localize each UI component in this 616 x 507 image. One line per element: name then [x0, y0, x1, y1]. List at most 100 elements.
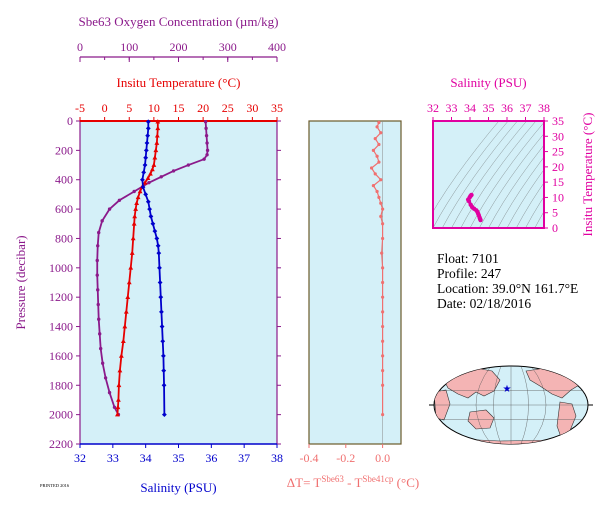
- salinity-profile-point: [156, 250, 162, 256]
- pressure-tick-label: 2000: [49, 408, 73, 422]
- temperature-profile-point: [126, 279, 132, 285]
- oxygen-profile-point: [98, 332, 102, 336]
- dt-point: [377, 142, 381, 147]
- ts-x-axis-title: Salinity (PSU): [450, 75, 526, 90]
- oxygen-profile-point: [203, 120, 208, 124]
- density-isoline: [525, 196, 544, 228]
- ts-y-tick-label: 25: [552, 145, 564, 159]
- temperature-tick-label: 30: [246, 101, 258, 115]
- ts-x-tick-label: 36: [501, 101, 513, 115]
- pressure-tick-label: 1400: [49, 320, 73, 334]
- salinity-profile-point: [147, 206, 153, 212]
- oxygen-profile-point: [96, 302, 100, 307]
- south-america-icon: [556, 401, 577, 441]
- temperature-profile-point: [117, 367, 123, 373]
- temperature-profile-point: [116, 382, 122, 388]
- pressure-axis-title: Pressure (decibar): [13, 235, 28, 329]
- ts-x-tick-label: 37: [520, 101, 532, 115]
- main-profile-panel: 0200400600800100012001400160018002000220…: [13, 14, 286, 495]
- oxygen-profile-point: [100, 361, 105, 365]
- temperature-tick-label: 10: [148, 101, 160, 115]
- dt-axis-title: ΔT= TSbe63 - TSbe41cp (°C): [287, 474, 419, 490]
- oxygen-tick-label: 300: [219, 40, 237, 54]
- dt-point: [381, 295, 385, 299]
- oxygen-profile-point: [117, 198, 122, 202]
- pressure-tick-label: 800: [55, 231, 73, 245]
- oxygen-profile-point: [204, 133, 209, 138]
- salinity-profile-point: [140, 184, 146, 190]
- oxygen-profile-point: [100, 219, 104, 223]
- date: Date: 02/18/2016: [437, 296, 532, 311]
- temperature-profile-point: [115, 412, 120, 417]
- salinity-profile-point: [154, 236, 160, 241]
- salinity-profile-point: [161, 412, 167, 418]
- ts-y-tick-label: 15: [552, 175, 564, 189]
- density-isoline: [506, 169, 544, 228]
- salinity-profile-point: [157, 265, 162, 271]
- dt-axis-title-part: ΔT= T: [287, 475, 322, 490]
- salinity-profile-point: [155, 243, 161, 249]
- density-isoline: [442, 121, 518, 228]
- temperature-profile-point: [133, 206, 139, 211]
- dt-point: [380, 251, 384, 255]
- oxygen-profile-point: [204, 126, 208, 131]
- dt-tick-label: -0.4: [300, 451, 319, 465]
- temperature-profile-point: [116, 397, 121, 402]
- temperature-tick-label: 20: [197, 101, 209, 115]
- profile-number: Profile: 247: [437, 266, 502, 281]
- ts-y-tick-label: 20: [552, 160, 564, 174]
- dt-point: [371, 184, 375, 188]
- density-isoline: [469, 121, 544, 228]
- oxygen-profile-point: [103, 376, 108, 380]
- oxygen-profile-point: [107, 207, 112, 211]
- temperature-profile-point: [122, 323, 128, 329]
- density-isolines: [433, 121, 544, 228]
- temperature-profile-point: [155, 119, 161, 124]
- map-meridian: [493, 366, 502, 444]
- oxygen-profile-point: [202, 157, 206, 161]
- world-map: ★: [429, 365, 593, 445]
- temperature-axis-title: Insitu Temperature (°C): [117, 75, 241, 90]
- salinity-profile-point: [143, 147, 149, 153]
- dt-point: [381, 368, 385, 373]
- dt-point: [375, 125, 379, 129]
- temperature-tick-label: 25: [222, 101, 234, 115]
- oxygen-profile-point: [95, 258, 99, 263]
- oxygen-profile-point: [205, 148, 210, 153]
- dt-tick-label: -0.2: [336, 451, 355, 465]
- ts-y-tick-label: 10: [552, 190, 564, 204]
- density-isoline: [534, 211, 544, 228]
- temperature-profile-point: [154, 140, 160, 145]
- oxygen-profile-point: [112, 405, 117, 409]
- dt-point: [381, 383, 385, 387]
- density-isoline: [451, 121, 527, 228]
- oxygen-profile-point: [95, 273, 99, 277]
- temperature-profile-point: [125, 294, 131, 299]
- pressure-tick-label: 1800: [49, 378, 73, 392]
- salinity-profile-point: [143, 192, 149, 197]
- temperature-profile-point: [120, 338, 126, 344]
- temperature-profile-point: [135, 194, 141, 200]
- float-info: Float: 7101 Profile: 247 Location: 39.0°…: [437, 251, 578, 311]
- footer-tag: PRINTED 2016: [40, 483, 70, 488]
- oxygen-profile-point: [96, 244, 100, 248]
- salinity-profile-point: [142, 162, 148, 168]
- salinity-profile-point: [145, 133, 151, 139]
- temperature-profile-point: [129, 250, 135, 255]
- oxygen-profile-point: [132, 189, 136, 194]
- salinity-profile-point: [141, 169, 147, 175]
- ts-point: [468, 202, 473, 207]
- temperature-tick-label: 5: [126, 101, 132, 115]
- temperature-profile-point: [152, 155, 158, 160]
- ts-y-tick-label: 0: [552, 221, 558, 235]
- temperature-profile-point: [130, 235, 136, 241]
- temperature-profile-point: [153, 147, 159, 153]
- salinity-tick-label: 37: [238, 451, 250, 465]
- dt-axis-title-part: - T: [344, 475, 363, 490]
- dt-point: [381, 310, 385, 314]
- dt-tick-label: 0.0: [375, 451, 390, 465]
- ts-x-tick-label: 32: [427, 101, 439, 115]
- temperature-profile-point: [115, 404, 121, 410]
- density-isoline: [479, 133, 544, 228]
- map-meridian: [520, 366, 529, 444]
